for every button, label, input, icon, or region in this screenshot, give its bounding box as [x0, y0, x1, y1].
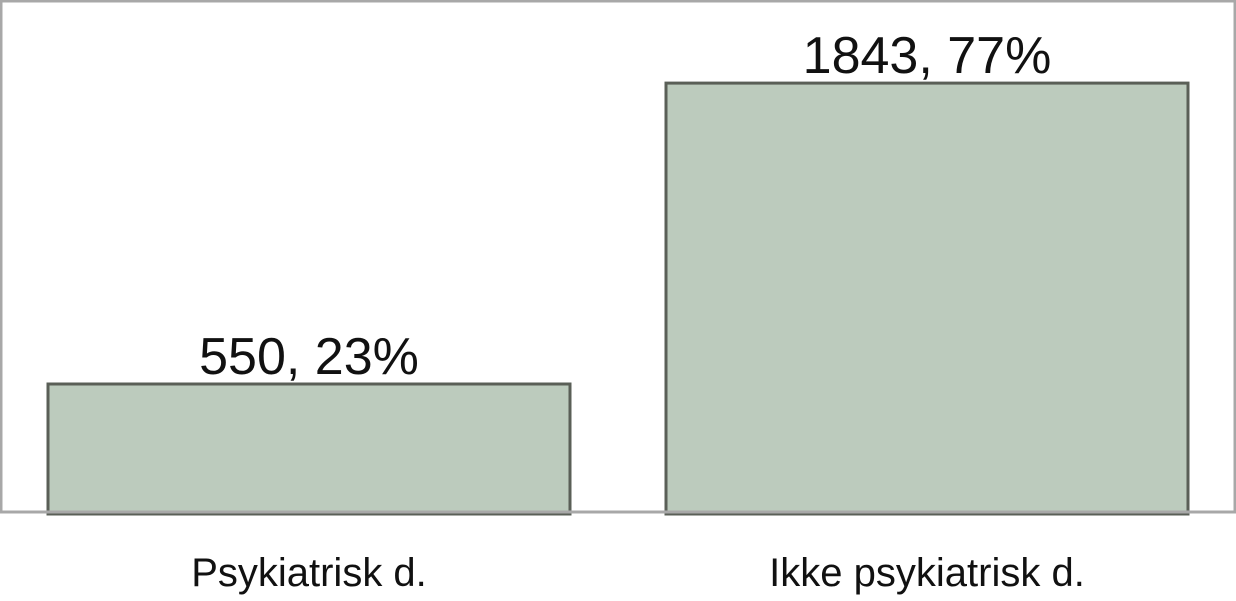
data-label-2: 1843, 77% — [803, 27, 1052, 85]
category-label-1: Psykiatrisk d. — [191, 551, 427, 595]
category-labels-layer: Psykiatrisk d. Ikke psykiatrisk d. — [191, 551, 1085, 595]
data-labels-layer: 550, 23% 1843, 77% — [199, 27, 1051, 386]
plot-area — [0, 0, 1236, 514]
bar-2 — [664, 81, 1190, 516]
bars-layer — [46, 81, 1190, 516]
category-label-2: Ikke psykiatrisk d. — [769, 551, 1085, 595]
bar-1 — [46, 382, 572, 516]
data-label-1: 550, 23% — [199, 328, 419, 386]
